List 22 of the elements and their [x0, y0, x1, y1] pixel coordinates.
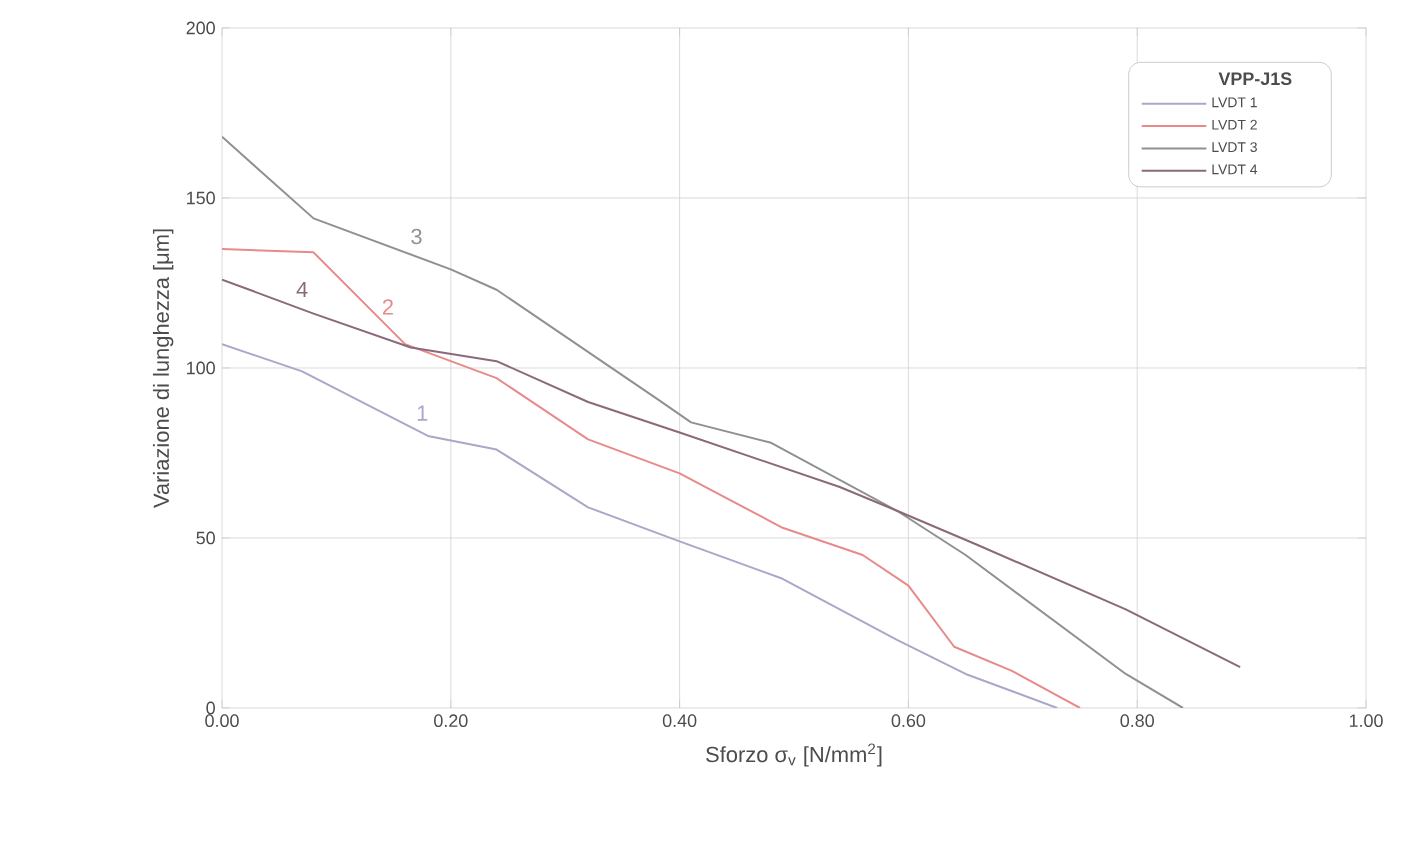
- y-tick-label: 100: [187, 361, 215, 375]
- y-tick-label: 50: [196, 531, 215, 545]
- x-tick-label: 1.00: [1349, 714, 1383, 728]
- x-tick-label: 0.60: [891, 714, 926, 728]
- y-tick-label: 150: [187, 191, 215, 205]
- line-series: [222, 278, 1242, 669]
- y-tick-label: 200: [186, 21, 215, 35]
- annotation: 3: [411, 228, 422, 245]
- line-series: [222, 135, 1184, 708]
- annotation: 4: [296, 281, 308, 297]
- x-tick-label: 0.20: [434, 714, 468, 728]
- annotation: 2: [382, 299, 393, 315]
- x-axis-title: Sforzo σ$_{v}$ [N/mm$^{2}$]: [706, 743, 882, 767]
- line-series: [222, 247, 1082, 708]
- x-tick-label: 0.00: [205, 714, 239, 728]
- legend-title: VPP-J1S: [1218, 72, 1292, 86]
- y-axis-title: Variazione di lunghezza [μm]: [152, 229, 174, 508]
- y-tick-label: 0: [206, 701, 215, 715]
- x-tick-label: 0.40: [662, 714, 697, 728]
- x-tick-label: 0.80: [1120, 714, 1154, 728]
- annotation: 1: [417, 405, 428, 421]
- line-series: [222, 343, 1059, 708]
